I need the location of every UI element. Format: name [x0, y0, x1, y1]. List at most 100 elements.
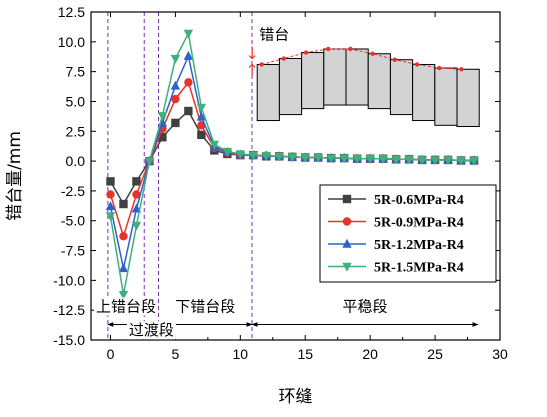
data-point — [430, 156, 440, 166]
legend-marker — [342, 217, 352, 226]
y-tick-label: -10.0 — [53, 272, 85, 288]
data-point — [119, 232, 128, 241]
inset-dot — [370, 51, 375, 56]
legend-marker — [342, 194, 352, 204]
y-tick-label: -7.5 — [61, 243, 85, 259]
region-label: 过渡段 — [129, 321, 174, 339]
data-point — [184, 106, 193, 116]
region-dividers — [107, 12, 253, 340]
inset-segment — [278, 58, 303, 116]
data-point — [222, 147, 233, 157]
data-point — [417, 156, 427, 166]
data-point — [378, 155, 388, 164]
inset-segment — [367, 53, 391, 110]
data-point — [118, 263, 129, 273]
x-tick-label: 10 — [233, 346, 249, 362]
y-tick-label: 0.0 — [66, 153, 86, 169]
y-axis-label: 错台量/mm — [5, 131, 25, 221]
data-point — [287, 153, 297, 163]
data-point — [105, 201, 116, 211]
x-tick-label: 25 — [427, 346, 443, 362]
data-point — [391, 155, 401, 165]
data-point — [157, 112, 168, 121]
y-tick-label: -5.0 — [61, 213, 85, 229]
data-point — [456, 156, 466, 166]
series-5R-1.5MPa-R4 — [105, 29, 479, 300]
x-axis-label: 环缝 — [279, 387, 313, 407]
inset-label: 错台 — [259, 25, 289, 43]
data-point — [170, 80, 181, 90]
data-point — [274, 152, 284, 162]
data-point — [171, 118, 180, 128]
data-point — [197, 130, 206, 140]
data-point — [300, 153, 310, 163]
data-point — [196, 111, 207, 121]
y-tick-label: -15.0 — [53, 332, 85, 348]
inset-segment — [389, 59, 414, 116]
data-point — [183, 29, 194, 39]
plot-frame — [90, 11, 501, 341]
data-point — [209, 140, 220, 150]
inset-segment — [345, 48, 369, 106]
inset-dot — [392, 57, 398, 62]
data-point — [352, 155, 362, 164]
data-point — [261, 152, 271, 161]
inset-segment — [434, 67, 458, 126]
legend-entry: 5R-1.2MPa-R4 — [374, 238, 464, 253]
data-point — [365, 155, 375, 164]
data-point — [171, 94, 180, 104]
legend-marker — [342, 238, 352, 248]
data-point — [170, 54, 181, 64]
y-tick-label: 5.0 — [66, 93, 86, 109]
inset-dot — [303, 50, 309, 55]
region-label: 下错台段 — [175, 297, 235, 315]
data-point — [184, 78, 193, 87]
x-tick-label: 5 — [171, 346, 179, 362]
region-label-bg — [340, 297, 390, 316]
data-point — [119, 199, 128, 209]
data-point — [196, 103, 207, 113]
inset-segment — [456, 68, 480, 128]
x-tick-label: 0 — [107, 346, 115, 362]
data-point — [183, 50, 194, 60]
legend-entry: 5R-0.6MPa-R4 — [374, 193, 464, 208]
region-label-bg — [173, 297, 238, 316]
inset-segment — [412, 63, 436, 122]
inset-dot — [437, 65, 442, 71]
inset-dot — [281, 56, 287, 61]
legend: 5R-0.6MPa-R4 5R-0.9MPa-R4 5R-1.2MPa-R4 5R-1… — [319, 184, 497, 283]
y-tick-label: -12.5 — [53, 302, 85, 318]
inset-dot — [259, 62, 264, 67]
data-point — [105, 212, 116, 222]
data-point — [131, 221, 142, 231]
data-point — [326, 154, 336, 164]
inset-segment — [323, 48, 347, 106]
data-point — [144, 157, 155, 167]
legend-entry: 5R-1.5MPa-R4 — [374, 261, 464, 276]
region-label: 平稳段 — [342, 297, 387, 315]
inset-segment — [256, 63, 280, 122]
region-label-bg — [94, 297, 159, 316]
inset-dot — [414, 62, 420, 67]
legend-entry: 5R-0.9MPa-R4 — [374, 216, 464, 231]
inset-offset-arrowhead — [248, 63, 256, 68]
data-point — [118, 290, 129, 300]
data-point — [404, 155, 414, 165]
inset-diagram: 错台 — [248, 25, 480, 128]
region-label: 上错台段 — [96, 297, 156, 315]
data-point — [235, 150, 246, 160]
y-tick-label: 2.5 — [66, 123, 86, 139]
y-tick-label: 12.5 — [58, 4, 85, 20]
x-tick-label: 30 — [492, 346, 508, 362]
inset-dot — [326, 46, 331, 52]
inset-offset-arrowhead — [248, 55, 256, 60]
data-point — [132, 177, 141, 186]
data-point — [248, 151, 259, 161]
series-group — [105, 29, 479, 300]
data-point — [313, 153, 323, 163]
inset-dot — [348, 46, 353, 52]
data-point — [339, 154, 349, 164]
data-point — [469, 156, 479, 166]
